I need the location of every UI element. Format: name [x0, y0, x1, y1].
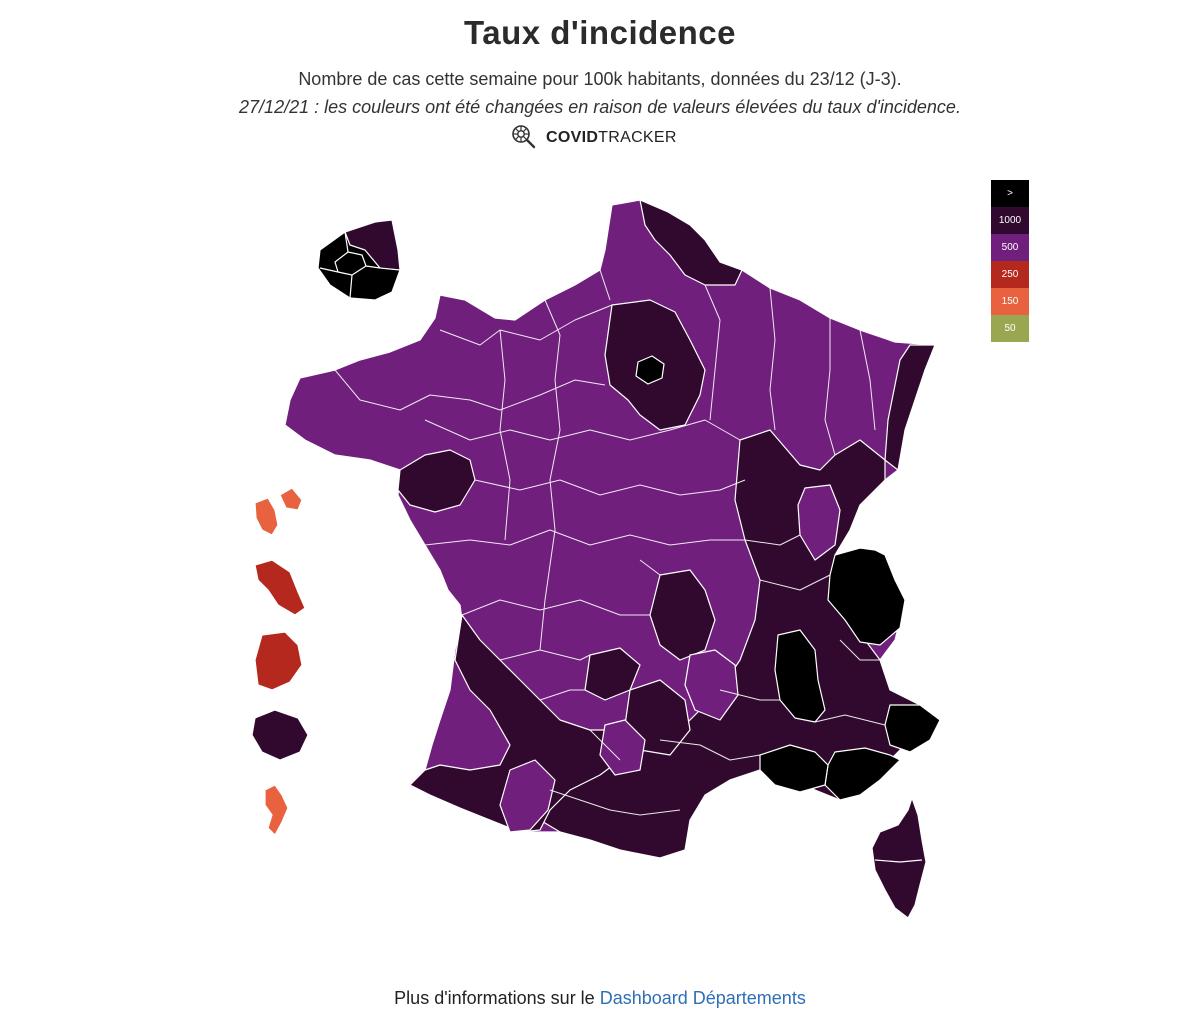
region-mayotte: [264, 784, 289, 836]
color-legend: > 1000 500 250 150 50: [991, 180, 1029, 342]
page-subtitle: Nombre de cas cette semaine pour 100k ha…: [298, 69, 902, 89]
legend-250: 250: [991, 261, 1029, 288]
corse-border: [874, 859, 923, 863]
virus-magnifier-icon: [510, 123, 536, 154]
region-ain: [797, 484, 841, 561]
region-var: [824, 747, 901, 801]
inset-idf-borders: [319, 231, 381, 299]
region-gard: [759, 744, 829, 793]
region-nord: [639, 199, 743, 286]
region-martinique: [254, 559, 306, 616]
region-central-dark: [649, 569, 716, 661]
region-haute-loire: [684, 649, 739, 721]
region-drome: [774, 629, 826, 723]
france-incidence-map: [251, 199, 941, 919]
region-southwest-dark: [409, 614, 621, 833]
legend-above-1000: >: [991, 180, 1029, 207]
department-borders: [334, 269, 886, 816]
footer: Plus d'informations sur le Dashboard Dép…: [0, 988, 1200, 1009]
legend-50: 50: [991, 315, 1029, 342]
dashboard-departements-link[interactable]: Dashboard Départements: [599, 988, 806, 1008]
inset-idf-dark: [344, 219, 401, 271]
region-corse: [871, 797, 927, 919]
brand-name: COVIDTRACKER: [546, 129, 677, 146]
region-guadeloupe: [254, 487, 303, 536]
legend-1000: 1000: [991, 207, 1029, 234]
region-loire-atlantique: [397, 449, 476, 513]
region-alsace: [884, 344, 936, 471]
region-aveyron: [599, 719, 646, 776]
footer-text: Plus d'informations sur le: [394, 988, 600, 1008]
legend-150: 150: [991, 288, 1029, 315]
region-guyane: [254, 631, 303, 691]
color-change-note: 27/12/21 : les couleurs ont été changées…: [239, 97, 961, 117]
region-gers: [499, 759, 556, 833]
page-title: Taux d'incidence: [464, 14, 736, 51]
legend-500: 500: [991, 234, 1029, 261]
region-reunion: [251, 709, 309, 761]
region-savoie: [827, 547, 906, 646]
covidtracker-brand[interactable]: COVIDTRACKER: [510, 124, 677, 150]
region-alpes-maritimes: [884, 704, 941, 753]
region-paris-center: [635, 355, 665, 385]
